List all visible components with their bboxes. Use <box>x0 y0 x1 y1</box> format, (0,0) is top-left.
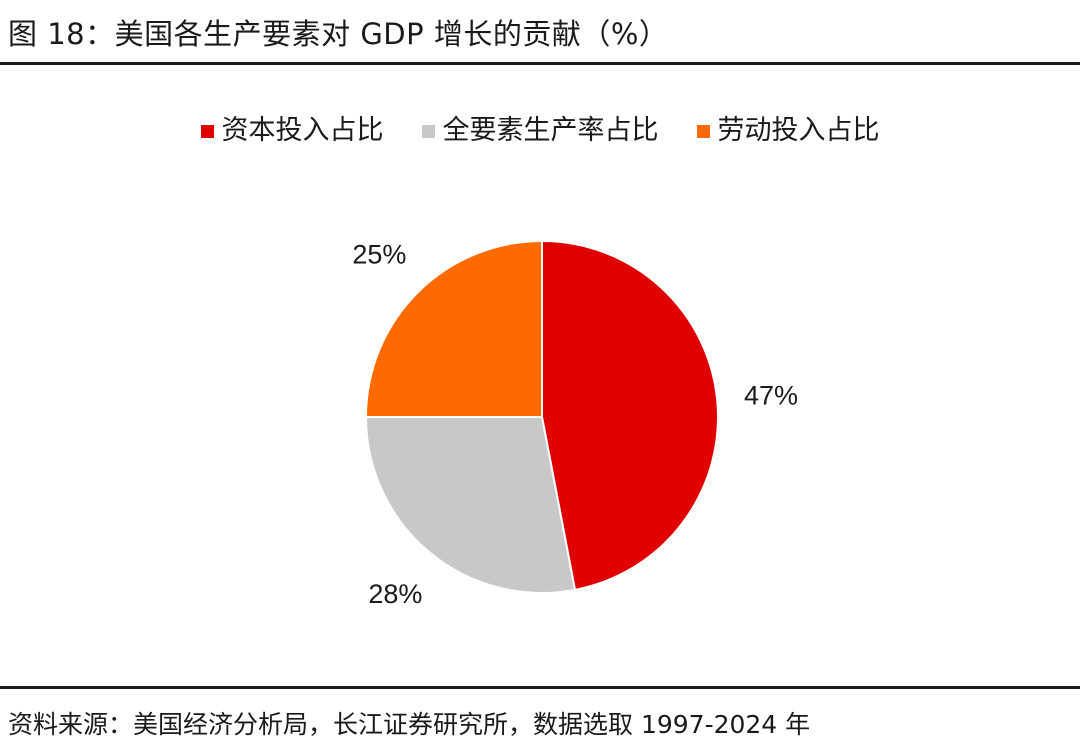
figure-title: 图 18：美国各生产要素对 GDP 增长的贡献（%） <box>8 17 669 51</box>
title-divider <box>0 62 1080 65</box>
source-divider <box>0 686 1080 689</box>
pie-label-tfp: 28% <box>368 579 422 609</box>
legend-swatch-capital <box>200 124 214 138</box>
chart-legend: 资本投入占比 全要素生产率占比 劳动投入占比 <box>0 113 1080 149</box>
legend-item-capital: 资本投入占比 <box>200 113 384 149</box>
pie-label-labor: 25% <box>352 239 406 269</box>
pie-label-capital: 47% <box>744 380 798 410</box>
legend-swatch-labor <box>696 124 710 138</box>
legend-label-capital: 资本投入占比 <box>221 115 384 146</box>
legend-label-labor: 劳动投入占比 <box>717 115 880 146</box>
legend-label-tfp: 全要素生产率占比 <box>442 115 659 146</box>
legend-swatch-tfp <box>421 124 435 138</box>
source-note: 资料来源：美国经济分析局，长江证券研究所，数据选取 1997-2024 年 <box>8 710 811 739</box>
pie-slices <box>364 239 719 594</box>
pie-slice-tfp <box>364 416 577 594</box>
legend-item-tfp: 全要素生产率占比 <box>421 113 659 149</box>
legend-item-labor: 劳动投入占比 <box>696 113 880 149</box>
pie-labels: 47% 28% 25% <box>352 239 798 609</box>
pie-slice-labor <box>364 239 543 418</box>
pie-slice-capital <box>541 239 719 592</box>
